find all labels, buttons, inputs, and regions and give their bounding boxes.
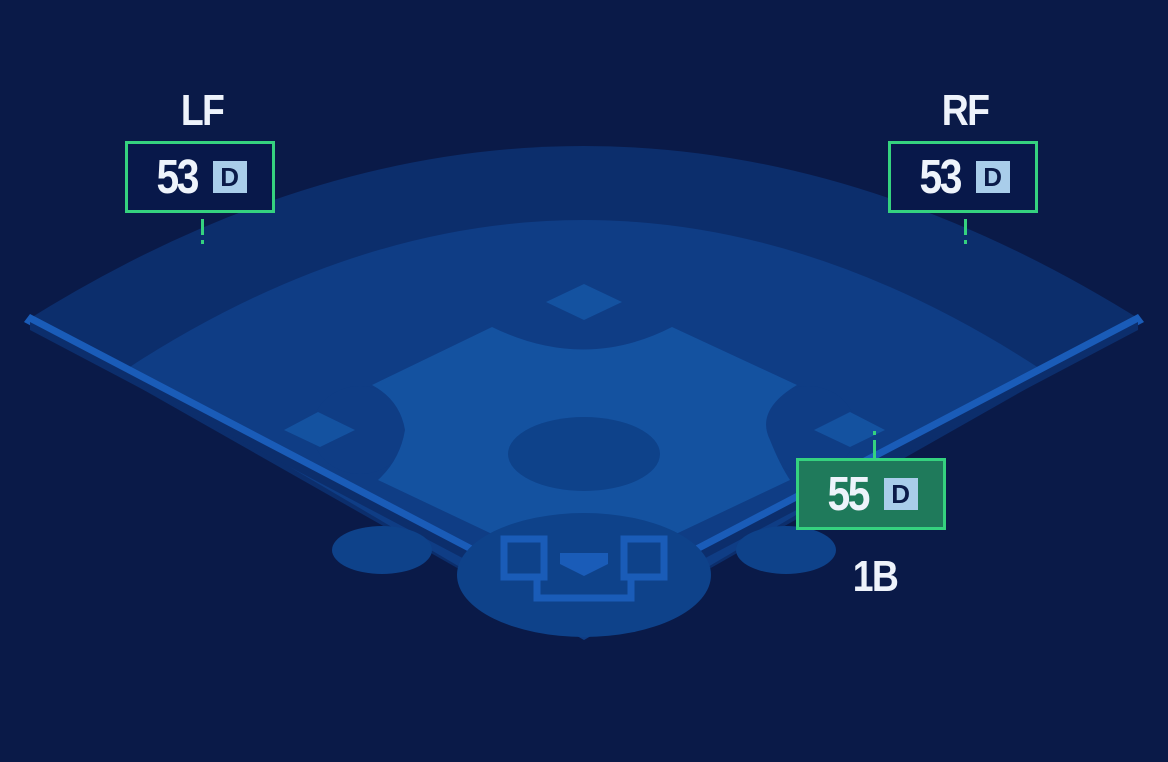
rating-box-1b: 55 D (796, 458, 946, 530)
grade-badge: D (212, 161, 247, 193)
connector-dot-1b (873, 431, 876, 435)
third-base-cutout (312, 386, 408, 474)
rating-value: 53 (919, 150, 963, 204)
connector-dot-rf (964, 240, 967, 244)
first-base-cutout (760, 386, 856, 474)
connector-1b (873, 440, 876, 458)
third-base (284, 412, 355, 447)
pitchers-mound (508, 417, 660, 491)
position-label-1b: 1B (852, 552, 899, 601)
grade-badge: D (975, 161, 1010, 193)
rating-value: 53 (156, 150, 200, 204)
rating-box-rf: 53 D (888, 141, 1038, 213)
connector-rf (964, 219, 967, 235)
rating-box-lf: 53 D (125, 141, 275, 213)
on-deck-circle-right (736, 526, 836, 574)
batters-boxes (500, 535, 668, 602)
rating-value: 55 (827, 467, 871, 521)
position-label-lf: LF (180, 86, 225, 135)
on-deck-circle-left (332, 526, 432, 574)
first-base (814, 412, 885, 447)
connector-dot-lf (201, 240, 204, 244)
connector-lf (201, 219, 204, 235)
second-base (546, 284, 622, 320)
position-label-rf: RF (941, 86, 990, 135)
grade-badge: D (883, 478, 918, 510)
home-plate (560, 553, 608, 576)
